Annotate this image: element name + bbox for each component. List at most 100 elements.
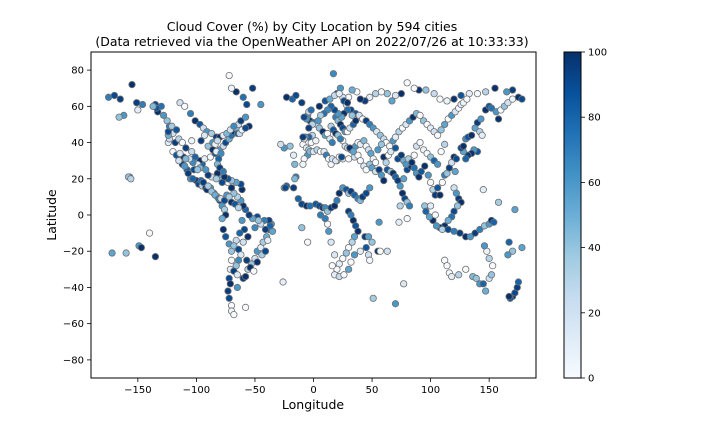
data-point [238,216,246,225]
data-point [339,254,347,263]
data-point [476,225,484,234]
data-point [485,254,493,263]
data-point [397,90,405,98]
data-point [193,166,202,174]
data-point [434,184,442,192]
data-point [137,244,145,252]
data-point [133,99,141,107]
data-point [403,215,411,223]
data-point [505,238,513,246]
data-point [422,207,430,215]
data-point [352,117,360,125]
data-point [364,233,373,241]
data-point [253,258,261,266]
data-point [188,137,196,145]
data-point [145,229,154,237]
data-point [178,138,186,147]
data-point [181,102,189,110]
data-point [437,148,445,156]
y-tick-label: 80 [71,66,84,77]
data-point [315,102,323,110]
data-point [368,238,376,246]
data-point [213,137,222,145]
y-tick-label: 20 [71,174,84,185]
data-point [438,225,446,234]
data-point [329,70,338,78]
data-point [350,251,359,259]
data-point [491,84,499,92]
data-point [462,265,470,273]
colorbar-tick-label: 100 [588,48,607,59]
data-point [391,300,400,308]
data-point [222,233,230,241]
data-point [371,158,380,167]
data-point [443,97,451,105]
data-point [257,100,265,109]
data-point [335,189,343,197]
data-point [219,167,227,176]
data-point [374,146,382,154]
data-point [230,242,238,250]
data-point [427,202,435,210]
plot-area: −150 −100 −50 0 50 100 150 −80 −60 −40 −20 0 20 40 60… [63,51,537,396]
data-point [434,160,442,168]
x-axis-label: Longitude [282,397,344,412]
data-point [508,247,517,255]
data-point [348,238,356,246]
data-point [306,202,314,210]
data-point [243,256,251,264]
data-point [212,175,220,183]
data-point [236,229,244,237]
data-point [289,151,298,159]
data-point [286,142,294,150]
data-point [482,287,490,295]
y-tick-label: −80 [63,355,84,366]
data-point [116,95,124,103]
data-point [176,99,184,107]
data-point [184,169,192,177]
data-point [328,262,336,270]
data-point [443,262,451,270]
data-point [241,113,250,121]
data-point [336,135,345,143]
data-point [230,311,238,319]
scatter-points [104,70,526,319]
data-point [487,271,496,279]
y-axis-label: Latitude [44,189,59,241]
data-point [348,86,356,94]
data-point [438,178,446,186]
data-point [176,149,184,158]
data-point [227,184,236,192]
data-point [232,88,240,96]
data-point [294,195,302,203]
data-point [115,113,123,121]
data-point [188,148,196,156]
data-point [347,258,355,266]
data-point [348,111,356,119]
x-tick-label: −150 [124,385,151,396]
data-point [395,218,403,226]
data-point [151,253,160,261]
data-point [410,151,418,159]
data-point [292,91,300,100]
x-axis-ticks: −150 −100 −50 0 50 100 150 [124,378,499,396]
data-point [356,157,364,165]
data-point [224,287,232,295]
data-point [330,251,339,259]
data-point [400,280,408,288]
data-point [383,247,391,255]
data-point [264,236,272,244]
data-point [362,189,370,197]
data-point [122,249,130,257]
colorbar-tick-label: 80 [588,113,601,124]
data-point [282,93,291,101]
data-point [400,175,408,183]
data-point [479,186,487,194]
data-point [371,90,380,98]
data-point [208,129,216,138]
data-point [387,148,395,156]
data-point [422,86,430,94]
data-point [289,184,298,192]
data-point [430,90,438,98]
colorbar: 0 20 40 60 80 100 [563,48,607,385]
